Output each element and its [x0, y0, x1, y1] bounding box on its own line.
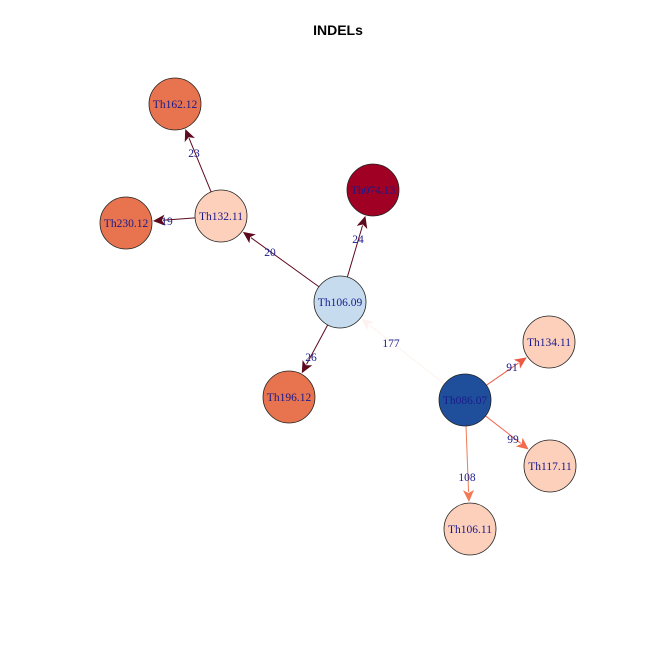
edge-arrowhead [242, 231, 256, 244]
diagram-title: INDELs [313, 22, 363, 38]
edge-Th086.07-Th134.11 [486, 357, 527, 386]
node-label: Th117.11 [528, 461, 572, 473]
node-Th106.09: Th106.09 [313, 275, 367, 329]
node-label: Th086.07 [443, 395, 488, 407]
edge-arrowhead [152, 214, 166, 226]
node-Th117.11: Th117.11 [523, 439, 577, 493]
edge-Th086.07-Th106.11 [462, 425, 474, 503]
edge-Th106.09-Th132.11 [242, 231, 320, 288]
edge-line [486, 362, 519, 386]
edge-Th106.09-Th074.13 [346, 215, 368, 278]
edge-line [188, 138, 212, 193]
node-Th230.12: Th230.12 [99, 196, 153, 250]
edge-Th106.09-Th196.12 [301, 324, 329, 374]
edge-weight-label: 20 [264, 247, 276, 259]
edge-arrowhead [515, 437, 529, 450]
edge-weight-label: 91 [506, 362, 518, 374]
edge-line [368, 324, 445, 385]
node-circle [313, 275, 367, 329]
edge-Th132.11-Th162.12 [184, 128, 212, 193]
edge-arrowhead [513, 357, 527, 369]
edge-line [250, 237, 320, 288]
edge-weight-label: 108 [458, 472, 476, 484]
edge-line [465, 425, 470, 493]
edge-weight-label: 19 [161, 216, 173, 228]
edge-line [346, 225, 364, 278]
edge-arrowhead [184, 128, 195, 143]
edge-arrowhead [301, 360, 313, 374]
edge-weight-label: 26 [305, 352, 317, 364]
node-circle [262, 370, 316, 424]
edge-line [306, 324, 329, 365]
node-circle [523, 439, 577, 493]
edge-weight-label: 24 [352, 234, 364, 246]
node-Th196.12: Th196.12 [262, 370, 316, 424]
node-Th106.11: Th106.11 [443, 502, 497, 556]
node-label: Th162.12 [153, 99, 198, 111]
edge-line [162, 217, 196, 221]
node-Th132.11: Th132.11 [194, 189, 248, 243]
node-Th086.07: Th086.07 [438, 373, 492, 427]
node-label: Th074.13 [351, 185, 396, 197]
node-Th074.13: Th074.13 [346, 163, 400, 217]
node-circle [443, 502, 497, 556]
node-circle [522, 315, 576, 369]
edge-arrowhead [356, 215, 368, 229]
edge-Th086.07-Th117.11 [485, 415, 529, 450]
node-circle [148, 77, 202, 131]
node-label: Th106.09 [318, 297, 363, 309]
edges-layer [152, 128, 529, 503]
node-circle [194, 189, 248, 243]
edge-line [485, 415, 522, 444]
edge-weight-label: 23 [188, 148, 200, 160]
edge-weight-label: 177 [382, 338, 400, 350]
node-label: Th134.11 [527, 337, 571, 349]
edge-labels-layer: 23 19 20 24 26 177 91 99 108 [161, 148, 519, 484]
node-label: Th196.12 [267, 392, 312, 404]
edge-Th132.11-Th230.12 [152, 214, 196, 226]
node-circle [346, 163, 400, 217]
edge-weight-label: 99 [507, 434, 519, 446]
edge-Th086.07-Th106.09 [361, 318, 445, 385]
nodes-layer: Th162.12 Th132.11 Th230.12 Th074.13 Th106.09… [99, 77, 577, 556]
node-label: Th230.12 [104, 218, 149, 230]
node-Th162.12: Th162.12 [148, 77, 202, 131]
node-circle [438, 373, 492, 427]
node-label: Th106.11 [448, 524, 492, 536]
node-Th134.11: Th134.11 [522, 315, 576, 369]
edge-arrowhead [462, 489, 474, 503]
node-label: Th132.11 [199, 211, 243, 223]
edge-arrowhead [361, 318, 375, 331]
node-circle [99, 196, 153, 250]
